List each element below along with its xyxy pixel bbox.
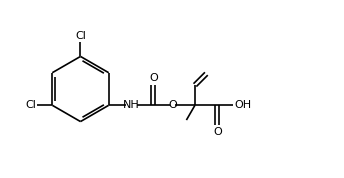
Text: NH: NH [123,100,139,110]
Text: Cl: Cl [75,31,86,41]
Text: Cl: Cl [25,100,36,110]
Text: OH: OH [234,100,251,110]
Text: O: O [213,127,222,137]
Text: O: O [168,100,177,110]
Text: O: O [149,73,158,83]
